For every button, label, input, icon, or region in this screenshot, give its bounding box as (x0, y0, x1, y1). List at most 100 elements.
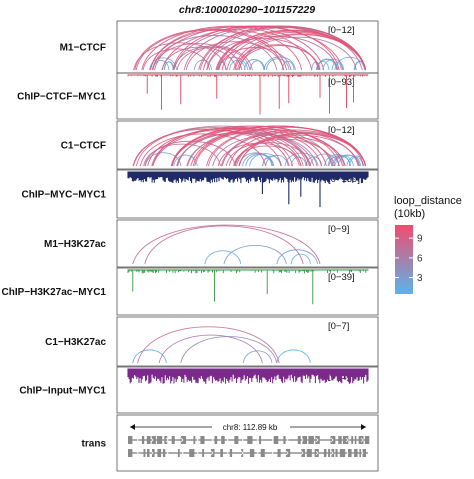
exon (247, 436, 253, 444)
loop-arc (132, 349, 167, 364)
track-range-label: [0−39] (328, 272, 355, 283)
strand-arrow (180, 437, 184, 443)
loop-arc (137, 326, 280, 364)
loop-arc (192, 125, 365, 167)
exon (297, 436, 301, 444)
strand-arrow (345, 450, 349, 456)
strand-arrow (165, 437, 169, 443)
strand-arrow (195, 450, 199, 456)
scale-arrow-right (361, 424, 366, 430)
exon (359, 449, 361, 457)
signal-bars (127, 269, 369, 305)
exon (283, 436, 286, 444)
loop-arc (245, 154, 273, 167)
loop-arc (185, 41, 284, 71)
exon (157, 449, 162, 457)
exon (220, 449, 223, 457)
legend-title-line2: (10kb) (394, 208, 425, 220)
loop-arc (170, 127, 327, 167)
loop-arc (225, 142, 312, 167)
exon (189, 449, 195, 457)
track-6: C1−H3K27ac [0−7] (45, 316, 379, 367)
strand-arrow (270, 450, 274, 456)
strand-arrow (150, 437, 154, 443)
loop-arc (161, 46, 237, 71)
exon (362, 449, 366, 457)
track-7: ChIP−Input−MYC1[0−1] (19, 366, 379, 414)
track-label: M1−CTCF (60, 43, 106, 54)
exon (335, 449, 338, 457)
strand-arrow (240, 450, 244, 456)
loop-arc (243, 59, 265, 71)
signal-bars (127, 171, 369, 208)
track-2: C1−CTCF [0−12] (61, 120, 379, 170)
loop-arc (149, 57, 178, 71)
exon (171, 436, 175, 444)
track-range-label: [0−9] (328, 224, 349, 235)
exon (128, 436, 133, 444)
exon (259, 436, 262, 444)
track-label: M1−H3K27ac (44, 239, 106, 250)
loop-arc (221, 30, 367, 71)
strand-arrow (285, 450, 289, 456)
track-frame (116, 72, 379, 120)
scale-label: chr8: 112.89 kb (223, 423, 278, 432)
exon (143, 449, 146, 457)
legend-colorbar (395, 225, 413, 294)
exon (164, 436, 168, 444)
track-range-label: [0−12] (328, 125, 355, 136)
track-frame (116, 120, 379, 170)
track-label: ChIP−CTCF−MYC1 (17, 92, 106, 103)
track-frame (116, 316, 379, 367)
track-label: C1−H3K27ac (45, 337, 106, 348)
loop-arc (276, 249, 319, 265)
exon (260, 449, 265, 457)
exon (351, 436, 354, 444)
track-5: ChIP−H3K27ac−MYC1 [0−39] (2, 267, 379, 316)
exon (364, 436, 370, 444)
exon (348, 449, 352, 457)
strand-arrow (225, 437, 229, 443)
strand-arrow (225, 450, 229, 456)
loop-arc (242, 350, 273, 364)
loop-arc (204, 250, 242, 265)
exon (308, 436, 314, 444)
strand-arrow (195, 437, 199, 443)
exon (314, 449, 319, 457)
track-label: ChIP−H3K27ac−MYC1 (2, 287, 107, 298)
loop-arc (143, 143, 221, 167)
exon (147, 449, 150, 457)
loop-arc (132, 125, 311, 167)
track-frame (116, 219, 379, 268)
strand-arrow (300, 450, 304, 456)
loop-arc (141, 25, 325, 71)
track-label: ChIP−MYC−MYC1 (22, 190, 107, 201)
exon (202, 449, 204, 457)
exon (354, 449, 358, 457)
exon (302, 436, 307, 444)
track-0: M1−CTCF [0−12] (60, 20, 379, 74)
strand-arrow (315, 450, 319, 456)
strand-arrow (270, 437, 274, 443)
loop-arc (144, 225, 304, 265)
track-frame (116, 267, 379, 316)
loop-arc (134, 28, 288, 71)
loop-arc (249, 60, 266, 71)
chart-title: chr8:100010290−101157229 (179, 4, 315, 16)
loop-arc (144, 152, 182, 167)
exon (358, 436, 364, 444)
strand-arrow (135, 437, 139, 443)
strand-arrow (135, 450, 139, 456)
track-frame (116, 169, 379, 219)
exon (200, 436, 205, 444)
loop-arc (151, 35, 278, 71)
exon (241, 449, 244, 457)
loop-arc (238, 36, 357, 71)
strand-arrow (315, 437, 319, 443)
track-range-label: [0−12] (328, 25, 355, 36)
loop-arc (158, 334, 263, 364)
exon (141, 436, 145, 444)
exon (234, 436, 239, 444)
signal-bars (127, 368, 369, 384)
